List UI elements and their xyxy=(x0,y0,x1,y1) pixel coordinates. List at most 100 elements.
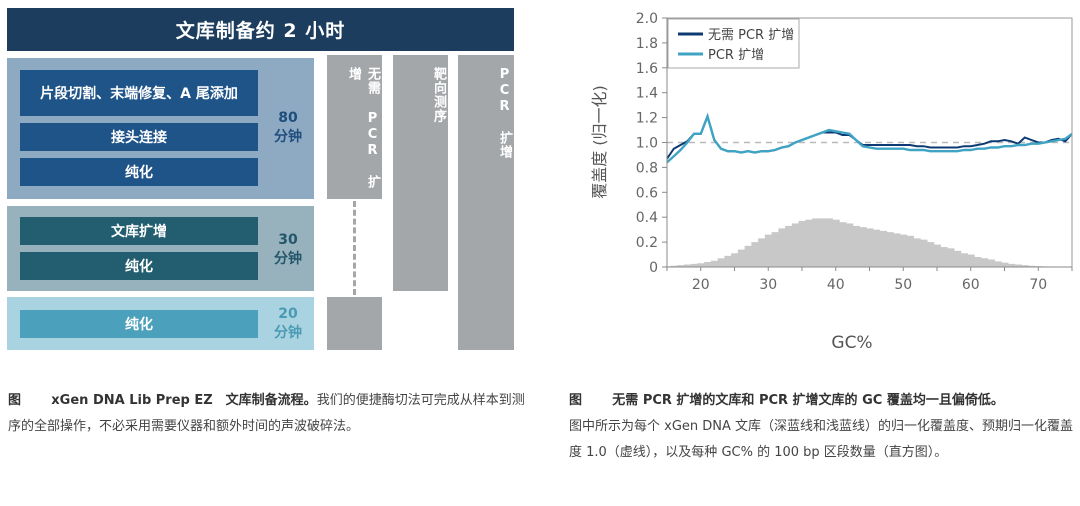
step-fragment-endrepair-atail: 片段切割、末端修复、A 尾添加 xyxy=(20,70,258,116)
histogram-bin xyxy=(690,263,698,267)
y-tick-label: 1.8 xyxy=(636,36,658,52)
histogram-bin xyxy=(744,245,752,267)
histogram-bin xyxy=(818,218,827,267)
y-tick-label: 0.2 xyxy=(636,235,658,251)
histogram-bin xyxy=(994,261,1002,267)
histogram-bin xyxy=(987,259,995,267)
histogram-bin xyxy=(940,247,948,267)
legend-label-pcr: PCR 扩增 xyxy=(708,48,764,63)
histogram-bin xyxy=(1028,265,1036,267)
y-tick-label: 1.2 xyxy=(636,111,658,127)
histogram-bin xyxy=(1014,264,1022,267)
time-unit: 分钟 xyxy=(274,251,302,267)
time-value: 80 xyxy=(278,110,298,126)
histogram-bin xyxy=(1001,262,1009,267)
x-tick-label: 70 xyxy=(1029,277,1047,293)
histogram-bin xyxy=(683,264,692,267)
histogram-bin xyxy=(737,249,746,267)
histogram-bin xyxy=(960,253,968,267)
histogram-bin xyxy=(926,242,935,267)
step-library-amplification: 文库扩增 xyxy=(20,217,258,245)
x-tick-label: 20 xyxy=(692,277,710,293)
step-purification-1: 纯化 xyxy=(20,158,258,186)
histogram-bin xyxy=(899,234,908,267)
step-purification-3: 纯化 xyxy=(20,310,258,338)
time-30min: 30 分钟 xyxy=(262,231,314,269)
x-tick-label: 30 xyxy=(759,277,777,293)
histogram-bin xyxy=(724,255,732,267)
y-tick-label: 0.4 xyxy=(636,210,658,226)
histogram-bin xyxy=(872,229,881,267)
histogram-bin xyxy=(764,234,773,267)
column-pcr-amplification: PCR 扩增 xyxy=(458,55,514,350)
histogram-bin xyxy=(859,227,867,267)
caption-title: 无需 PCR 扩增的文库和 PCR 扩增文库的 GC 覆盖均一且偏倚低。 xyxy=(612,393,1004,408)
caption-right: 图 无需 PCR 扩增的文库和 PCR 扩增文库的 GC 覆盖均一且偏倚低。 图… xyxy=(569,388,1074,466)
y-axis-label: 覆盖度 (归一化) xyxy=(590,85,609,199)
y-axis: 0 0.2 0.4 0.6 0.8 1.0 1.2 1.4 1.6 1.8 2.0 xyxy=(636,11,668,276)
time-unit: 分钟 xyxy=(274,129,302,145)
histogram-bin xyxy=(677,265,685,267)
x-tick-label: 40 xyxy=(827,277,845,293)
y-tick-label: 1.6 xyxy=(636,61,658,77)
caption-label: 图 xyxy=(8,393,22,408)
histogram-bin xyxy=(710,260,719,267)
histogram-bin xyxy=(785,225,793,267)
time-80min: 80 分钟 xyxy=(262,109,314,147)
x-axis-label: GC% xyxy=(831,333,872,353)
histogram-bin xyxy=(670,265,678,267)
series-pcr-line xyxy=(666,112,1073,164)
histogram-bin xyxy=(805,219,813,267)
histogram-bin xyxy=(751,242,759,267)
histogram-bin xyxy=(953,250,962,267)
x-tick-label: 60 xyxy=(962,277,980,293)
histogram-bin xyxy=(717,258,725,267)
histogram-bin xyxy=(967,254,975,267)
step-purification-2: 纯化 xyxy=(20,252,258,280)
time-value: 30 xyxy=(278,232,298,248)
histogram-bin xyxy=(798,220,806,267)
step-adapter-ligation: 接头连接 xyxy=(20,123,258,151)
time-unit: 分钟 xyxy=(274,325,302,341)
histogram-bin xyxy=(771,232,779,267)
histogram-bin xyxy=(947,248,955,267)
legend-label-pcr-free: 无需 PCR 扩增 xyxy=(708,28,794,43)
histogram-bin xyxy=(974,257,982,267)
histogram-bin xyxy=(704,262,712,267)
y-tick-label: 1.4 xyxy=(636,86,658,102)
gc-coverage-chart: 0 0.2 0.4 0.6 0.8 1.0 1.2 1.4 1.6 1.8 2.0 20 30 40 50… xyxy=(590,11,1073,353)
column-label: 无需 PCR 扩增 xyxy=(346,67,380,189)
histogram-bin xyxy=(825,218,833,267)
y-tick-label: 0.8 xyxy=(636,160,658,176)
histogram-bin xyxy=(697,263,705,267)
histogram-bin xyxy=(1007,263,1016,267)
histogram-bin xyxy=(791,223,800,267)
caption-title: xGen DNA Lib Prep EZ 文库制备流程。 xyxy=(51,393,317,408)
pcr-free-skip-dashed-line xyxy=(353,201,356,295)
time-20min: 20 分钟 xyxy=(262,305,314,343)
histogram-bin xyxy=(980,258,989,267)
histogram-bin xyxy=(893,233,901,267)
histogram-bin xyxy=(913,238,921,267)
histogram-bin xyxy=(933,244,941,267)
column-targeted-sequencing: 靶向测序 xyxy=(393,55,448,291)
caption-left: 图 xGen DNA Lib Prep EZ 文库制备流程。我们的便捷酶切法可完… xyxy=(8,388,528,440)
x-axis: 20 30 40 50 60 70 xyxy=(666,266,1073,293)
legend: 无需 PCR 扩增 PCR 扩增 xyxy=(667,18,800,69)
workflow-header: 文库制备约 2 小时 xyxy=(7,8,514,51)
histogram-bin xyxy=(839,222,847,267)
histogram-bin xyxy=(886,232,894,267)
histogram-bin xyxy=(832,219,840,267)
histogram-bin xyxy=(731,253,739,267)
caption-label: 图 xyxy=(569,393,583,408)
histogram-bin xyxy=(906,235,914,267)
histogram-bin xyxy=(866,228,874,267)
histogram-bin xyxy=(758,238,766,267)
column-pcr-free-bottom xyxy=(327,297,382,350)
y-tick-label: 2.0 xyxy=(636,11,658,27)
caption-body: 我们的便捷酶切法可完成从样本到测序的全部操作，不必采用需要仪器和额外时间的声波破… xyxy=(8,393,525,434)
y-tick-label: 1.0 xyxy=(636,136,658,152)
caption-body: 图中所示为每个 xGen DNA 文库（深蓝线和浅蓝线）的归一化覆盖度、预期归一… xyxy=(569,419,1074,460)
histogram-bin xyxy=(852,225,860,267)
time-value: 20 xyxy=(278,306,298,322)
